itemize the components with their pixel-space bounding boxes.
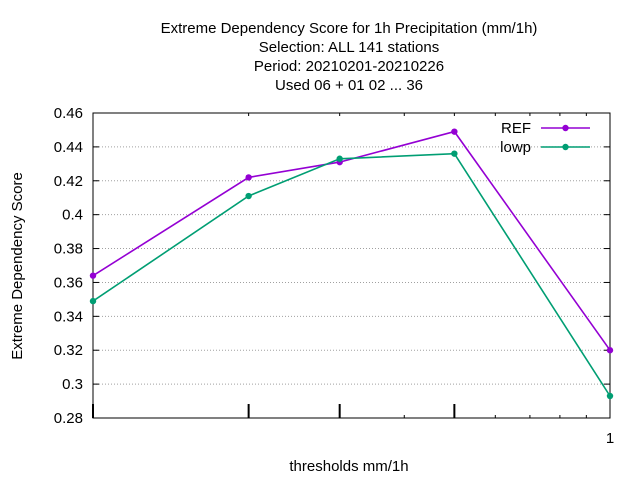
data-point-REF [89, 272, 97, 279]
data-point-REF [606, 347, 614, 354]
legend-label: REF [501, 120, 531, 137]
data-point-lowp [89, 297, 97, 305]
data-point-lowp [606, 392, 614, 400]
x-axis-label: thresholds mm/1h [289, 458, 408, 475]
title-line-4: Used 06 + 01 02 ... 36 [275, 77, 423, 94]
y-tick-label: 0.42 [54, 173, 83, 190]
x-tick-label: 1 [606, 430, 614, 447]
data-point-lowp [336, 155, 343, 162]
title-line-2: Selection: ALL 141 stations [259, 39, 439, 56]
series-lines [89, 128, 614, 400]
y-tick-label: 0.32 [54, 342, 83, 359]
title-line-1: Extreme Dependency Score for 1h Precipit… [161, 20, 538, 37]
legend: REF lowp [500, 120, 590, 156]
chart-title: Extreme Dependency Score for 1h Precipit… [161, 20, 538, 94]
data-point-REF [245, 174, 252, 181]
data-point-lowp [245, 192, 252, 200]
y-tick-label: 0.44 [54, 139, 83, 156]
y-tick-label: 0.38 [54, 241, 83, 258]
data-point-REF [451, 128, 458, 135]
y-axis: 0.28 0.3 0.32 0.34 0.36 0.38 0.4 0.42 0.44 0.46 [54, 105, 610, 427]
y-axis-label: Extreme Dependency Score [9, 172, 26, 360]
legend-label: lowp [500, 139, 531, 156]
title-line-3: Period: 20210201-20210226 [254, 58, 444, 75]
y-tick-label: 0.3 [62, 376, 83, 393]
x-axis: 1 [92, 113, 614, 447]
y-tick-label: 0.46 [54, 105, 83, 122]
legend-marker-lowp [562, 143, 569, 151]
legend-marker-REF [562, 124, 569, 132]
y-tick-label: 0.36 [54, 274, 83, 291]
y-tick-label: 0.4 [62, 207, 83, 224]
plot-border [92, 112, 611, 419]
series-line-REF [92, 130, 611, 351]
y-tick-label: 0.34 [54, 308, 83, 325]
data-point-lowp [451, 150, 458, 157]
grid-lines [93, 146, 610, 385]
y-tick-label: 0.28 [54, 410, 83, 427]
series-line-lowp [92, 152, 611, 397]
